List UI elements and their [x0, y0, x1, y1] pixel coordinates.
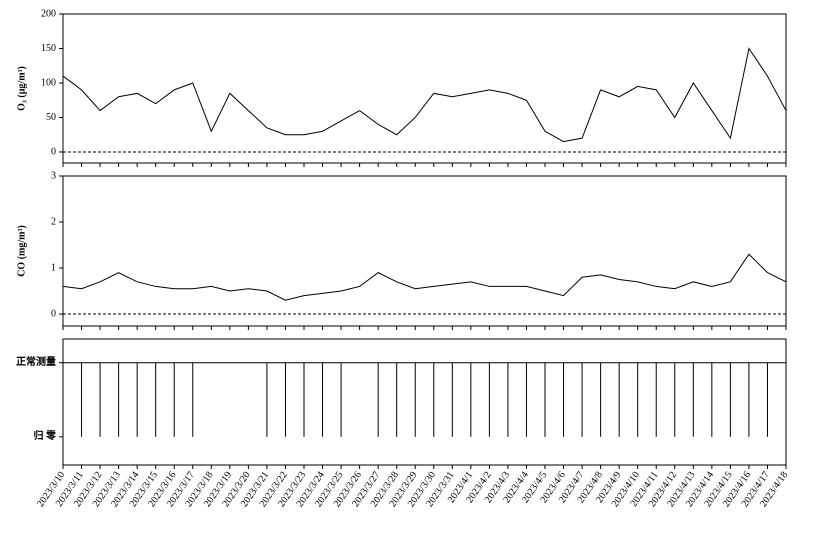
- y-tick-label: 1: [51, 262, 56, 273]
- data-line: [62, 253, 787, 301]
- y-tick-label: 150: [41, 43, 56, 54]
- y-tick-label: 0: [51, 146, 56, 157]
- y-tick-label: 3: [51, 170, 56, 181]
- y-tick-label: 100: [41, 77, 56, 88]
- y-tick-label: 200: [41, 8, 56, 19]
- y-tick-label: 归 零: [34, 429, 57, 442]
- y-axis-title: O₃ (μg/m³): [16, 66, 27, 111]
- y-tick-label: 2: [51, 216, 56, 227]
- data-line: [62, 47, 787, 143]
- plot-frame: [62, 175, 787, 327]
- plot-frame: [62, 13, 787, 164]
- y-tick-label: 50: [46, 112, 56, 123]
- y-tick-label: 0: [51, 308, 56, 319]
- y-axis-title: CO (mg/m³): [16, 225, 27, 277]
- plot-frame: [62, 338, 787, 466]
- y-tick-label: 正常测量: [16, 355, 56, 368]
